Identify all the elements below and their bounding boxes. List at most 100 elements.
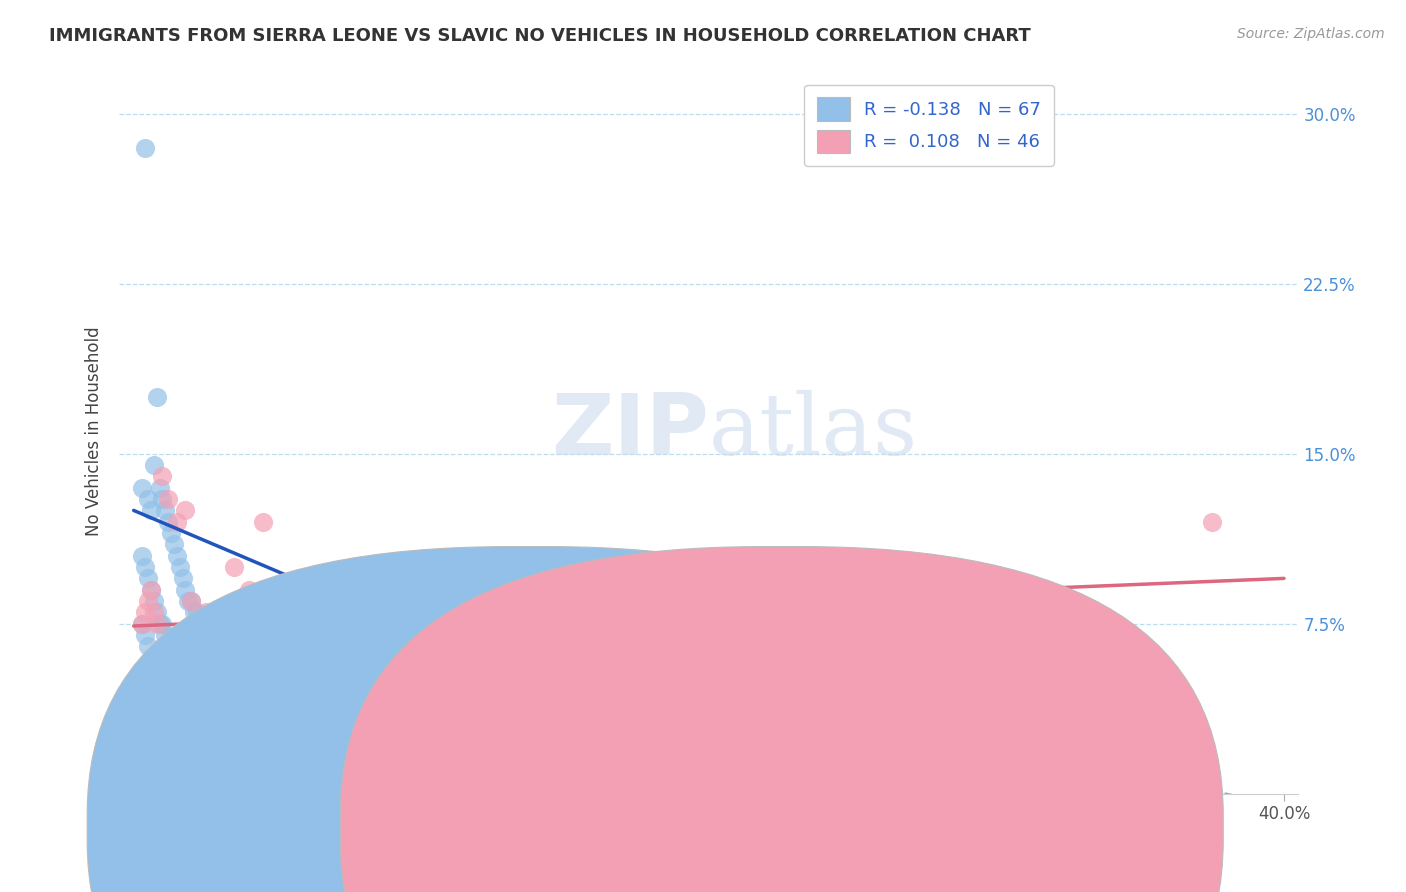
Point <box>148 616 170 631</box>
Point <box>157 515 180 529</box>
Point <box>177 775 200 789</box>
Point <box>152 707 174 722</box>
Point <box>157 640 180 654</box>
Point <box>148 696 170 710</box>
Point <box>194 628 217 642</box>
Point <box>131 616 153 631</box>
Point <box>142 606 165 620</box>
Text: IMMIGRANTS FROM SIERRA LEONE VS SLAVIC NO VEHICLES IN HOUSEHOLD CORRELATION CHAR: IMMIGRANTS FROM SIERRA LEONE VS SLAVIC N… <box>49 27 1031 45</box>
Point <box>496 594 519 608</box>
Point <box>956 650 979 665</box>
Point <box>142 594 165 608</box>
Point <box>134 662 156 676</box>
Point <box>224 560 246 574</box>
Point <box>554 616 576 631</box>
Point <box>157 730 180 744</box>
Point <box>139 582 162 597</box>
Point <box>131 549 153 563</box>
Point <box>169 764 191 778</box>
Point <box>155 628 177 642</box>
Point <box>166 730 188 744</box>
Point <box>152 469 174 483</box>
Point <box>160 526 183 541</box>
Point <box>252 673 274 688</box>
Point <box>166 515 188 529</box>
Point <box>180 775 202 789</box>
Point <box>172 571 194 585</box>
Point <box>155 719 177 733</box>
Point <box>136 594 159 608</box>
Point <box>131 481 153 495</box>
Point <box>174 582 197 597</box>
Text: Source: ZipAtlas.com: Source: ZipAtlas.com <box>1237 27 1385 41</box>
Point <box>145 616 167 631</box>
Y-axis label: No Vehicles in Household: No Vehicles in Household <box>86 326 103 536</box>
Point <box>152 492 174 507</box>
Text: ZIP: ZIP <box>551 390 709 473</box>
Point <box>238 662 260 676</box>
Point <box>353 628 375 642</box>
Point <box>172 768 194 782</box>
Point <box>169 741 191 756</box>
Point <box>134 628 156 642</box>
Point <box>640 616 662 631</box>
Point <box>136 640 159 654</box>
Point <box>163 753 186 767</box>
Point <box>131 616 153 631</box>
Point <box>1129 650 1152 665</box>
Point <box>157 696 180 710</box>
Point <box>252 515 274 529</box>
Point <box>139 582 162 597</box>
Point <box>157 492 180 507</box>
Point <box>238 582 260 597</box>
Point <box>180 594 202 608</box>
Point <box>145 684 167 698</box>
Point <box>134 560 156 574</box>
Point <box>136 662 159 676</box>
Point <box>155 684 177 698</box>
Point <box>208 616 231 631</box>
Point <box>152 616 174 631</box>
Point <box>145 662 167 676</box>
Point <box>323 616 346 631</box>
Point <box>136 673 159 688</box>
Point <box>160 707 183 722</box>
Point <box>145 606 167 620</box>
Point <box>381 640 404 654</box>
Text: atlas: atlas <box>709 390 918 473</box>
Point <box>142 458 165 472</box>
Point <box>145 673 167 688</box>
Point <box>411 594 433 608</box>
Point <box>139 650 162 665</box>
Point <box>785 616 807 631</box>
Point <box>169 560 191 574</box>
Point <box>163 537 186 551</box>
Point <box>177 594 200 608</box>
Point <box>841 628 863 642</box>
Point <box>612 606 634 620</box>
Point <box>208 640 231 654</box>
Point <box>1201 515 1223 529</box>
Text: Slavs: Slavs <box>808 820 849 835</box>
Point <box>224 650 246 665</box>
Point <box>139 673 162 688</box>
Point <box>136 492 159 507</box>
Point <box>180 594 202 608</box>
Point <box>524 606 547 620</box>
Point <box>166 549 188 563</box>
Point <box>160 741 183 756</box>
Point <box>134 606 156 620</box>
Point <box>1014 650 1036 665</box>
Point <box>582 594 605 608</box>
Legend: R = -0.138   N = 67, R =  0.108   N = 46: R = -0.138 N = 67, R = 0.108 N = 46 <box>804 85 1053 166</box>
Text: Immigrants from Sierra Leone: Immigrants from Sierra Leone <box>555 820 785 835</box>
Point <box>194 606 217 620</box>
Point <box>155 503 177 517</box>
Point <box>727 616 749 631</box>
Point <box>131 662 153 676</box>
Point <box>142 650 165 665</box>
Point <box>898 640 921 654</box>
Point <box>136 571 159 585</box>
Point <box>309 606 332 620</box>
Point <box>174 503 197 517</box>
